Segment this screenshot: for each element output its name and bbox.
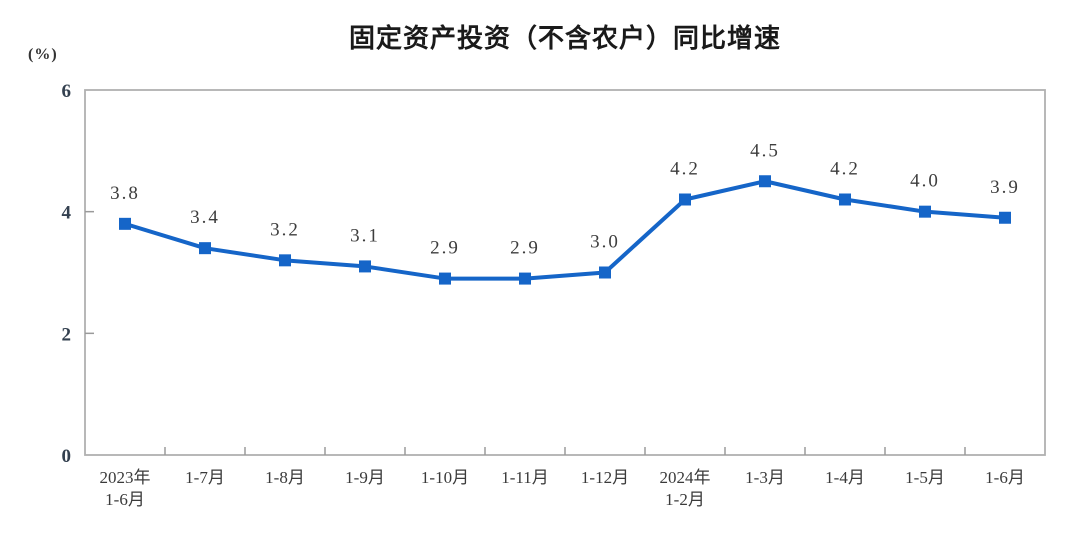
data-point	[439, 272, 451, 285]
x-axis-category-label: 1-8月	[265, 468, 305, 487]
data-label: 3.8	[110, 183, 140, 204]
y-axis-tick-label: 6	[62, 81, 72, 102]
data-point	[679, 193, 691, 206]
x-axis-category-label: 2023年 1-6月	[100, 468, 151, 509]
data-point	[839, 193, 851, 206]
data-point	[279, 254, 291, 267]
data-label: 2.9	[430, 238, 460, 259]
data-label: 3.1	[350, 225, 380, 246]
data-label: 4.5	[750, 140, 780, 161]
data-point	[199, 242, 211, 255]
data-line	[123, 179, 1007, 281]
data-point	[519, 272, 531, 285]
y-axis-tick-label: 4	[62, 203, 72, 224]
x-axis-category-label: 1-5月	[905, 468, 945, 487]
y-axis-tick-label: 2	[62, 324, 72, 345]
x-axis-category-label: 1-12月	[581, 468, 629, 487]
data-point	[919, 205, 931, 218]
x-axis-category-label: 1-6月	[985, 468, 1025, 487]
data-point	[599, 266, 611, 279]
data-label: 3.2	[270, 219, 300, 240]
x-axis-category-label: 1-4月	[825, 468, 865, 487]
x-axis-category-label: 1-9月	[345, 468, 385, 487]
data-label: 3.0	[590, 232, 620, 253]
data-label: 2.9	[510, 238, 540, 259]
x-axis-category-label: 1-3月	[745, 468, 785, 487]
data-point	[759, 175, 771, 188]
data-point	[119, 217, 131, 230]
x-axis-category-label: 1-7月	[185, 468, 225, 487]
data-label: 4.2	[670, 159, 700, 180]
chart-title: 固定资产投资（不含农户）同比增速	[348, 23, 781, 53]
data-point	[999, 211, 1011, 224]
data-label: 3.9	[990, 177, 1020, 198]
y-axis-unit-label: (%)	[28, 46, 58, 63]
data-point	[359, 260, 371, 273]
data-label: 4.2	[830, 159, 860, 180]
data-label: 3.4	[190, 207, 220, 228]
x-axis-category-label: 1-11月	[501, 468, 549, 487]
plot-area-border	[84, 89, 1046, 456]
data-label: 4.0	[910, 171, 940, 192]
y-axis-tick-label: 0	[62, 446, 72, 467]
x-axis-category-label: 2024年 1-2月	[660, 468, 711, 509]
x-axis-category-label: 1-10月	[421, 468, 469, 487]
